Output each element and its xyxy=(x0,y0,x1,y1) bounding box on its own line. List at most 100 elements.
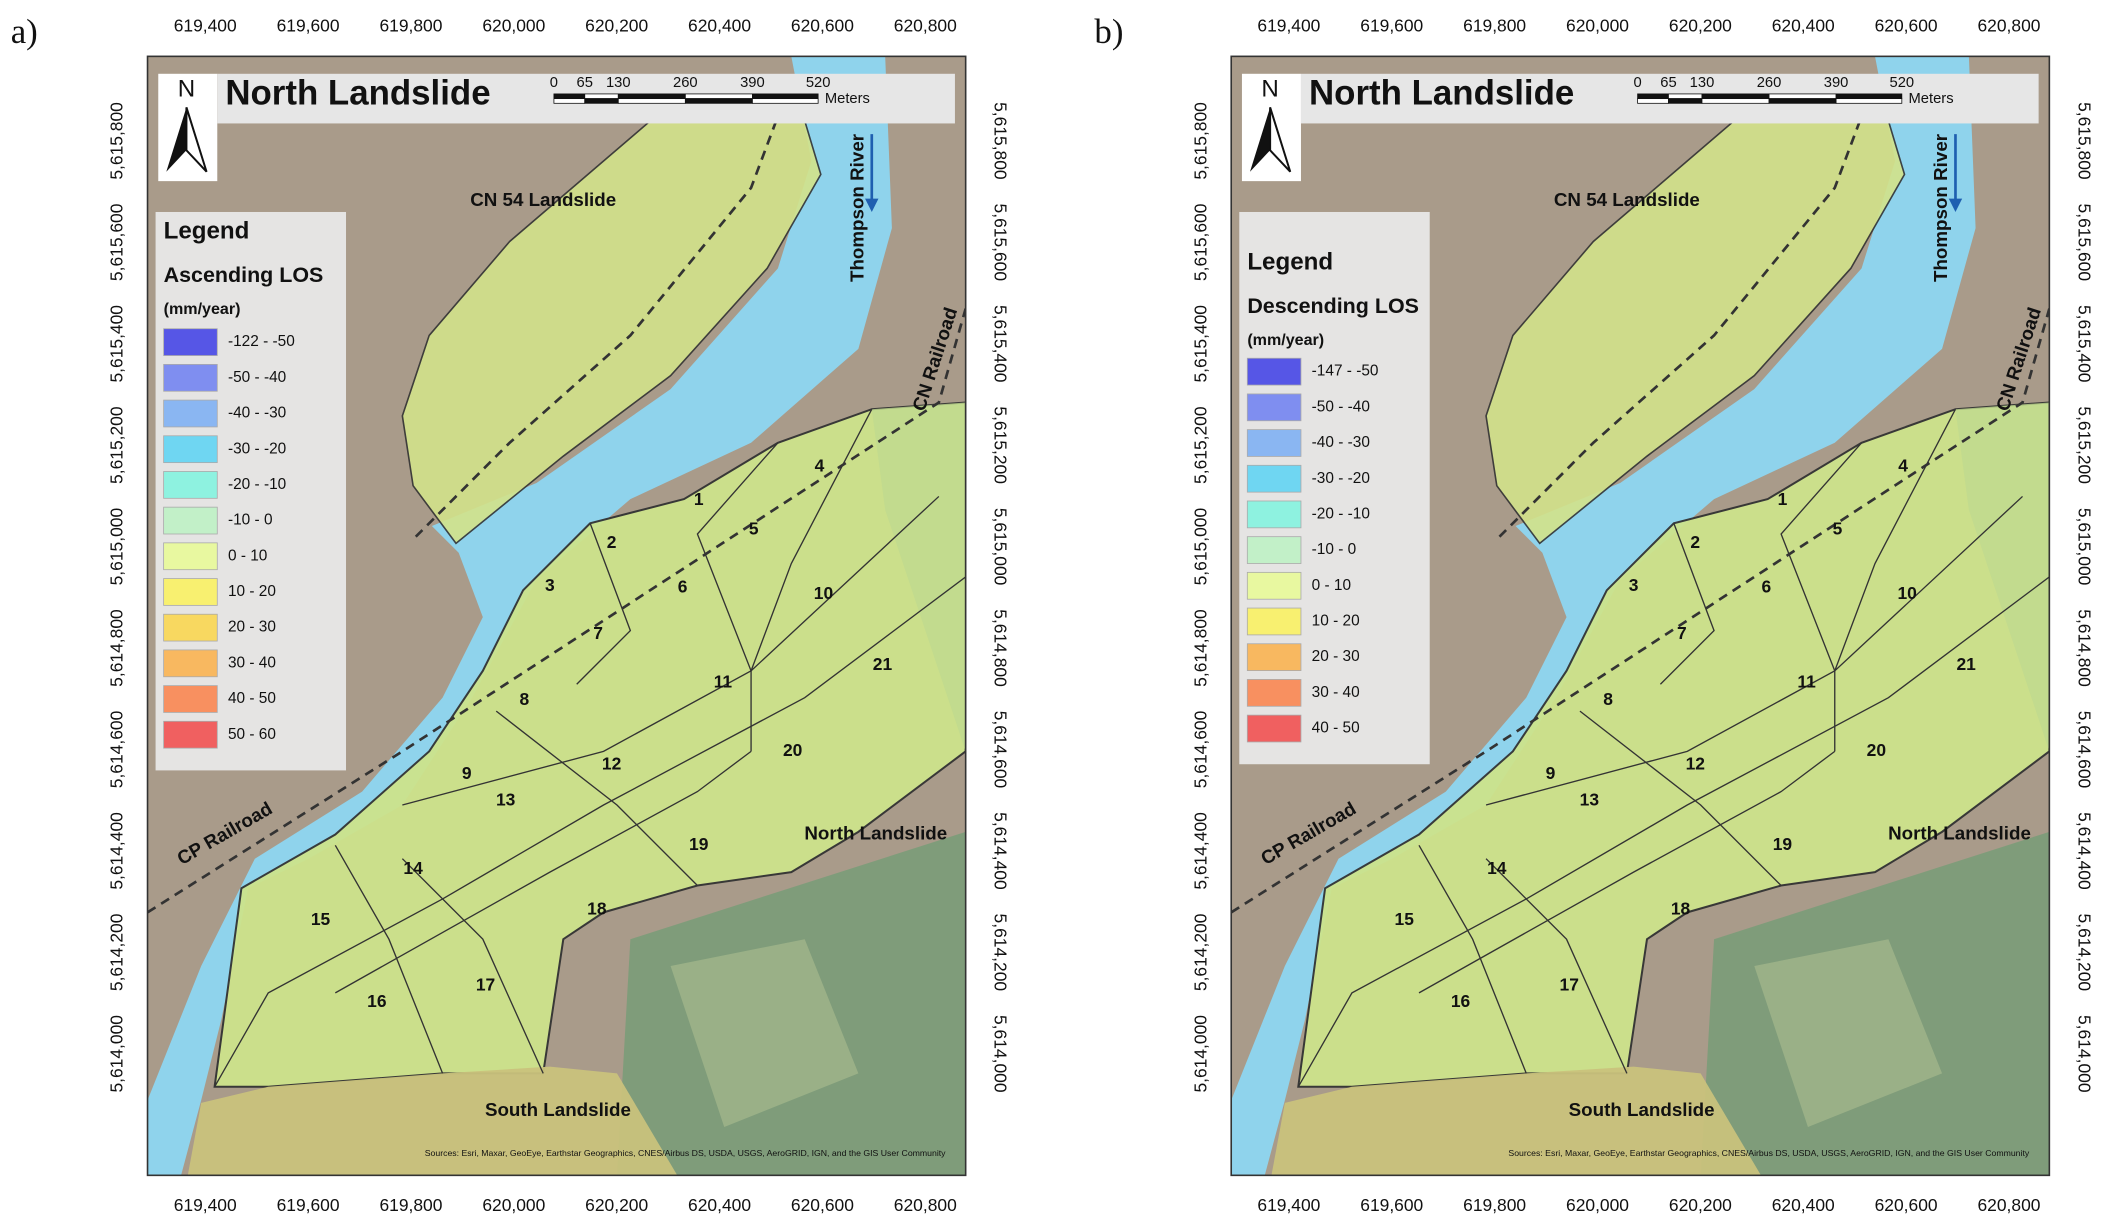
scale-label: 65 xyxy=(577,75,593,91)
zone-label: 4 xyxy=(1898,456,1908,476)
northing-label: 5,614,000 xyxy=(991,1015,1011,1093)
scale-segment xyxy=(617,98,686,104)
field-light xyxy=(670,939,859,1128)
east-slope xyxy=(871,402,966,752)
legend-label: -30 - -20 xyxy=(228,440,286,457)
zone-label: 12 xyxy=(1686,753,1705,773)
legend-swatch xyxy=(163,542,218,571)
scale-unit: Meters xyxy=(825,91,870,107)
legend-swatch xyxy=(163,685,218,713)
scale-segment xyxy=(752,93,819,100)
northing-label: 5,615,400 xyxy=(107,305,127,383)
legend-label: -147 - -50 xyxy=(1312,363,1379,380)
map-frame xyxy=(146,55,967,1177)
legend-label: 30 - 40 xyxy=(1312,684,1360,701)
legend-label: 40 - 50 xyxy=(228,690,276,707)
legend-swatch xyxy=(163,328,218,356)
legend-label: -20 - -10 xyxy=(1312,505,1370,522)
place-label: North Landslide xyxy=(804,822,947,843)
scale-label: 260 xyxy=(673,75,698,91)
scale-segment xyxy=(1668,93,1703,100)
railroad xyxy=(414,80,793,538)
zone-boundary xyxy=(401,858,544,1074)
easting-label: 619,400 xyxy=(174,15,237,35)
place-label: Thompson River xyxy=(846,133,867,282)
place-label: Thompson River xyxy=(1930,133,1951,282)
northing-label: 5,615,200 xyxy=(2074,406,2094,484)
northing-label: 5,614,600 xyxy=(107,710,127,788)
legend-label: 20 - 30 xyxy=(1312,648,1360,665)
river-arrow-head xyxy=(1948,198,1963,212)
legend-label: -122 - -50 xyxy=(228,333,295,350)
northing-label: 5,614,200 xyxy=(2074,914,2094,992)
scale-label: 130 xyxy=(606,75,631,91)
easting-label: 619,400 xyxy=(174,1195,237,1215)
easting-label: 620,200 xyxy=(1669,15,1732,35)
legend-label: -40 - -30 xyxy=(1312,434,1370,451)
legend-swatch xyxy=(1246,714,1302,743)
zone-boundary xyxy=(1485,858,1628,1074)
zone-label: 14 xyxy=(1487,858,1507,878)
legend-swatch xyxy=(163,364,218,392)
zone-label: 13 xyxy=(1580,790,1600,810)
easting-label: 620,200 xyxy=(1669,1195,1732,1215)
legend-swatch xyxy=(163,720,218,749)
zone-label: 20 xyxy=(1867,740,1886,760)
scale-segment xyxy=(553,93,586,100)
easting-label: 620,000 xyxy=(482,1195,545,1215)
northing-label: 5,615,200 xyxy=(1190,406,1210,484)
map-frame xyxy=(1230,55,2051,1177)
northing-label: 5,614,800 xyxy=(991,609,1011,687)
legend-label: -40 - -30 xyxy=(228,405,286,422)
cn54-slope xyxy=(401,119,822,545)
easting-label: 619,600 xyxy=(1360,1195,1423,1215)
easting-label: 619,400 xyxy=(1257,1195,1320,1215)
northing-label: 5,614,800 xyxy=(107,609,127,687)
northing-label: 5,614,000 xyxy=(107,1015,127,1093)
northing-label: 5,614,800 xyxy=(1190,609,1210,687)
zone-label: 2 xyxy=(607,532,617,552)
north-landslide xyxy=(1297,401,2050,1088)
south-landslide xyxy=(1271,1066,1761,1176)
cn54-slope xyxy=(1485,119,1906,545)
scale-segment xyxy=(1668,98,1703,104)
zone-boundary xyxy=(334,750,752,994)
northing-label: 5,614,400 xyxy=(107,812,127,890)
easting-label: 619,600 xyxy=(277,1195,340,1215)
legend-swatch xyxy=(163,613,218,642)
northing-label: 5,615,600 xyxy=(1190,203,1210,281)
north-label: N xyxy=(178,75,195,102)
easting-label: 620,600 xyxy=(1875,15,1938,35)
northing-label: 5,615,000 xyxy=(991,508,1011,586)
northing-label: 5,615,400 xyxy=(991,305,1011,383)
legend-label: 20 - 30 xyxy=(228,619,276,636)
scale-segment xyxy=(684,98,753,104)
zone-label: 19 xyxy=(1773,834,1793,854)
panel-label: a) xyxy=(11,12,38,51)
legend-swatch xyxy=(1246,643,1302,671)
legend-swatch xyxy=(163,471,218,499)
zone-boundary xyxy=(1485,495,2023,806)
legend-label: -50 - -40 xyxy=(1312,398,1370,415)
east-slope xyxy=(1955,402,2050,752)
legend-label: -30 - -20 xyxy=(1312,470,1370,487)
zone-label: 1 xyxy=(694,489,704,509)
legend-label: 10 - 20 xyxy=(1312,613,1360,630)
easting-label: 620,000 xyxy=(1566,15,1629,35)
northing-label: 5,614,200 xyxy=(107,913,127,991)
northing-label: 5,615,200 xyxy=(107,406,127,484)
zone-boundary xyxy=(214,576,966,1088)
legend-swatch xyxy=(1246,679,1302,707)
legend-swatch xyxy=(1246,357,1302,386)
easting-label: 619,800 xyxy=(379,1195,442,1215)
zone-boundary xyxy=(402,495,940,806)
legend-subtitle: Descending LOS xyxy=(1247,294,1419,318)
easting-label: 620,000 xyxy=(482,15,545,35)
place-label: South Landslide xyxy=(1569,1099,1715,1120)
legend-swatch xyxy=(163,649,218,678)
northing-label: 5,615,600 xyxy=(991,204,1011,282)
scale-segment xyxy=(1637,98,1669,104)
scale-segment xyxy=(1701,98,1770,104)
north-arrow xyxy=(1269,107,1292,173)
